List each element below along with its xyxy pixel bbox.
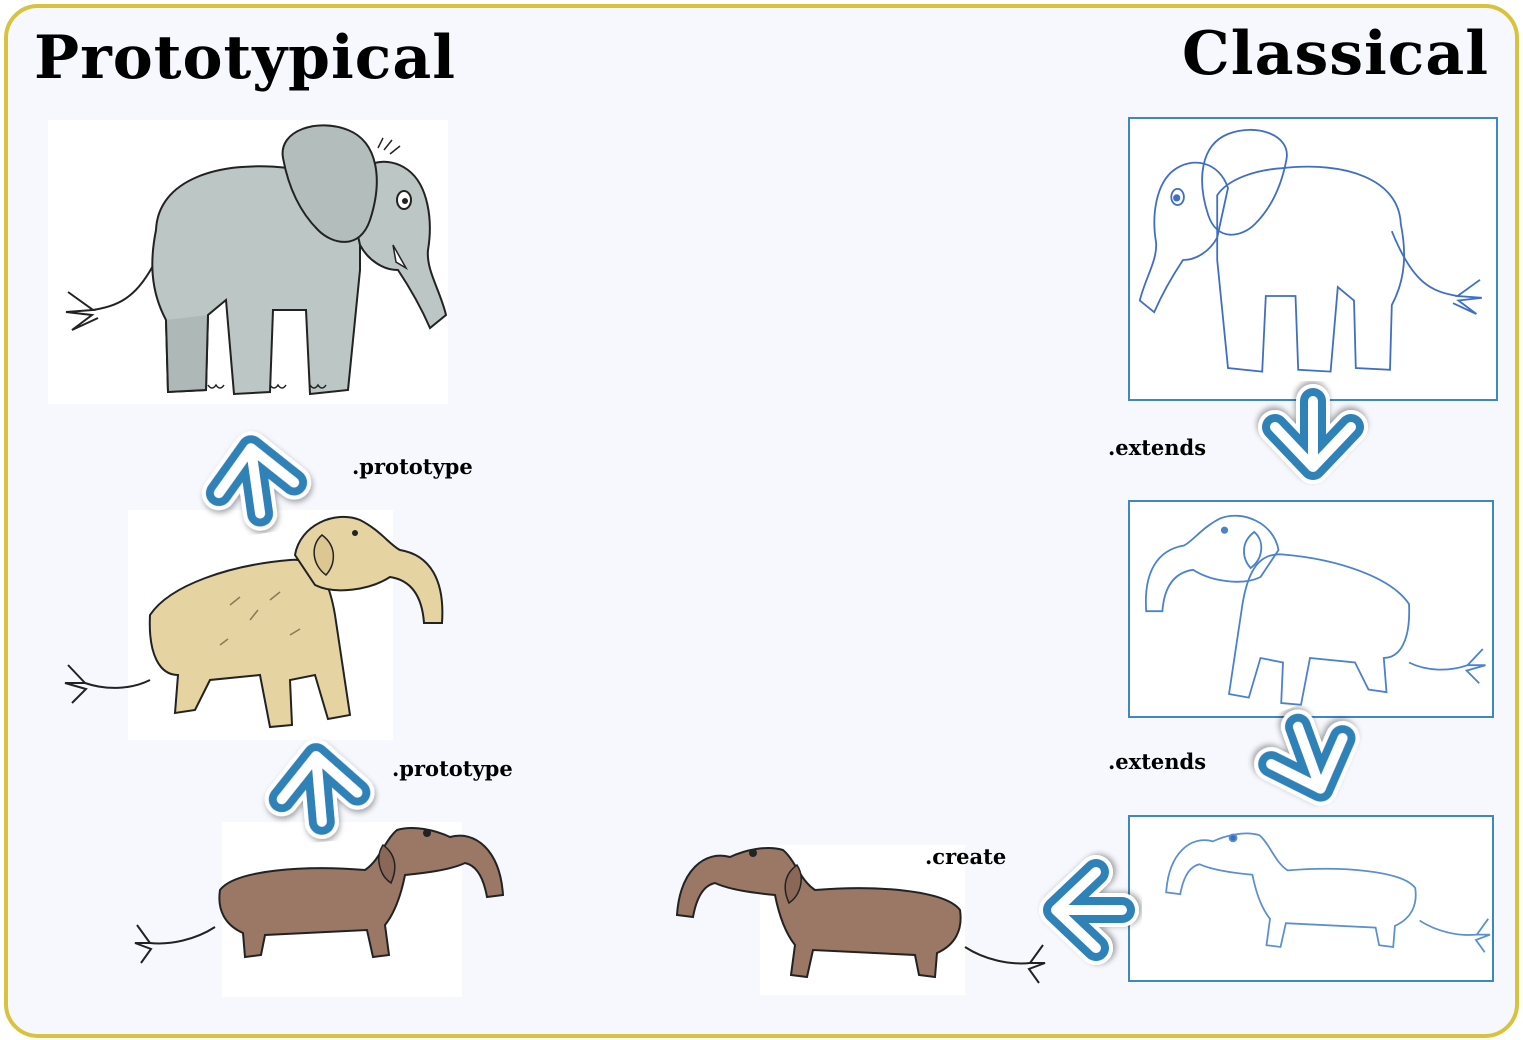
label-extends-1: .extends [1108, 435, 1207, 460]
prototypical-dachshund-panel [222, 822, 462, 997]
label-prototype-1: .prototype [352, 454, 473, 479]
title-classical: Classical [1182, 19, 1489, 89]
label-prototype-2: .prototype [392, 756, 513, 781]
classical-dachshund-box [1128, 815, 1494, 982]
label-create: .create [925, 844, 1007, 869]
classical-elephant-box [1128, 117, 1498, 401]
prototypical-dog-panel [128, 510, 393, 740]
label-extends-2: .extends [1108, 749, 1207, 774]
classical-dog-box [1128, 500, 1494, 718]
title-prototypical: Prototypical [34, 23, 457, 93]
prototypical-elephant-panel [48, 120, 448, 404]
